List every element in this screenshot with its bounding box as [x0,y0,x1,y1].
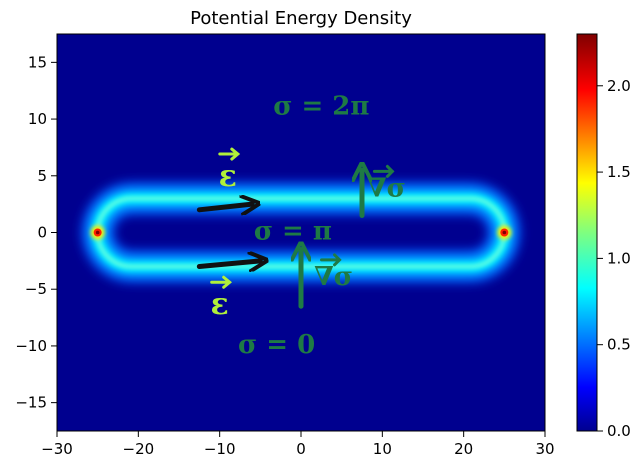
y-axis: −15 −10 −5 0 5 10 15 [15,53,57,412]
annotation-label: ∇σ [367,173,406,203]
annotation-label: σ = 2π [273,92,369,122]
vector-arrow-mark [320,253,342,267]
heatmap-background [57,34,545,431]
x-tick-label: −30 [41,440,73,458]
x-tick-label: 20 [454,440,473,458]
y-tick-label: 10 [28,110,47,128]
y-tick-label: −10 [15,337,47,355]
x-axis: −30 −20 −10 0 10 20 30 [41,431,555,458]
annotation-layer: σ = 2π σ = π σ = 0 ∇σ ∇σ ε ε [196,92,406,360]
colorbar-tick-label: 2.0 [607,77,631,95]
ring-peak-core [502,230,507,235]
annotation-label: σ = 0 [238,330,315,360]
y-tick-label: −15 [15,394,47,412]
x-tick-label: −10 [204,440,236,458]
x-tick-label: 10 [373,440,392,458]
y-tick-label: 15 [28,53,47,71]
annotation-arrow [196,261,260,267]
colorbar-tick-label: 1.5 [607,163,631,181]
y-tick-label: 5 [37,167,47,185]
colorbar-tick-label: 0.5 [607,336,631,354]
y-tick-label: 0 [37,224,47,242]
x-tick-label: 0 [296,440,306,458]
colorbar-tick-label: 1.0 [607,249,631,267]
y-tick-label: −5 [25,280,47,298]
plot-area: σ = 2π σ = π σ = 0 ∇σ ∇σ ε ε [57,34,545,431]
annotation-label: ∇σ [314,262,353,292]
annotation-arrow [196,204,252,210]
colorbar-axis: 0.0 0.5 1.0 1.5 2.0 [597,77,631,440]
ring-peak-core [95,230,100,235]
colorbar-tick-label: 0.0 [607,422,631,440]
annotation-label: ε [211,287,229,322]
colorbar [576,33,598,432]
annotation-label: ε [219,159,237,194]
annotation-label: σ = π [254,217,332,247]
vector-arrow-mark [372,164,395,178]
chart-title: Potential Energy Density [190,8,412,29]
vector-arrow-mark [210,275,233,289]
vector-arrow-mark [218,147,241,161]
x-tick-label: 30 [535,440,554,458]
x-tick-label: −20 [123,440,155,458]
